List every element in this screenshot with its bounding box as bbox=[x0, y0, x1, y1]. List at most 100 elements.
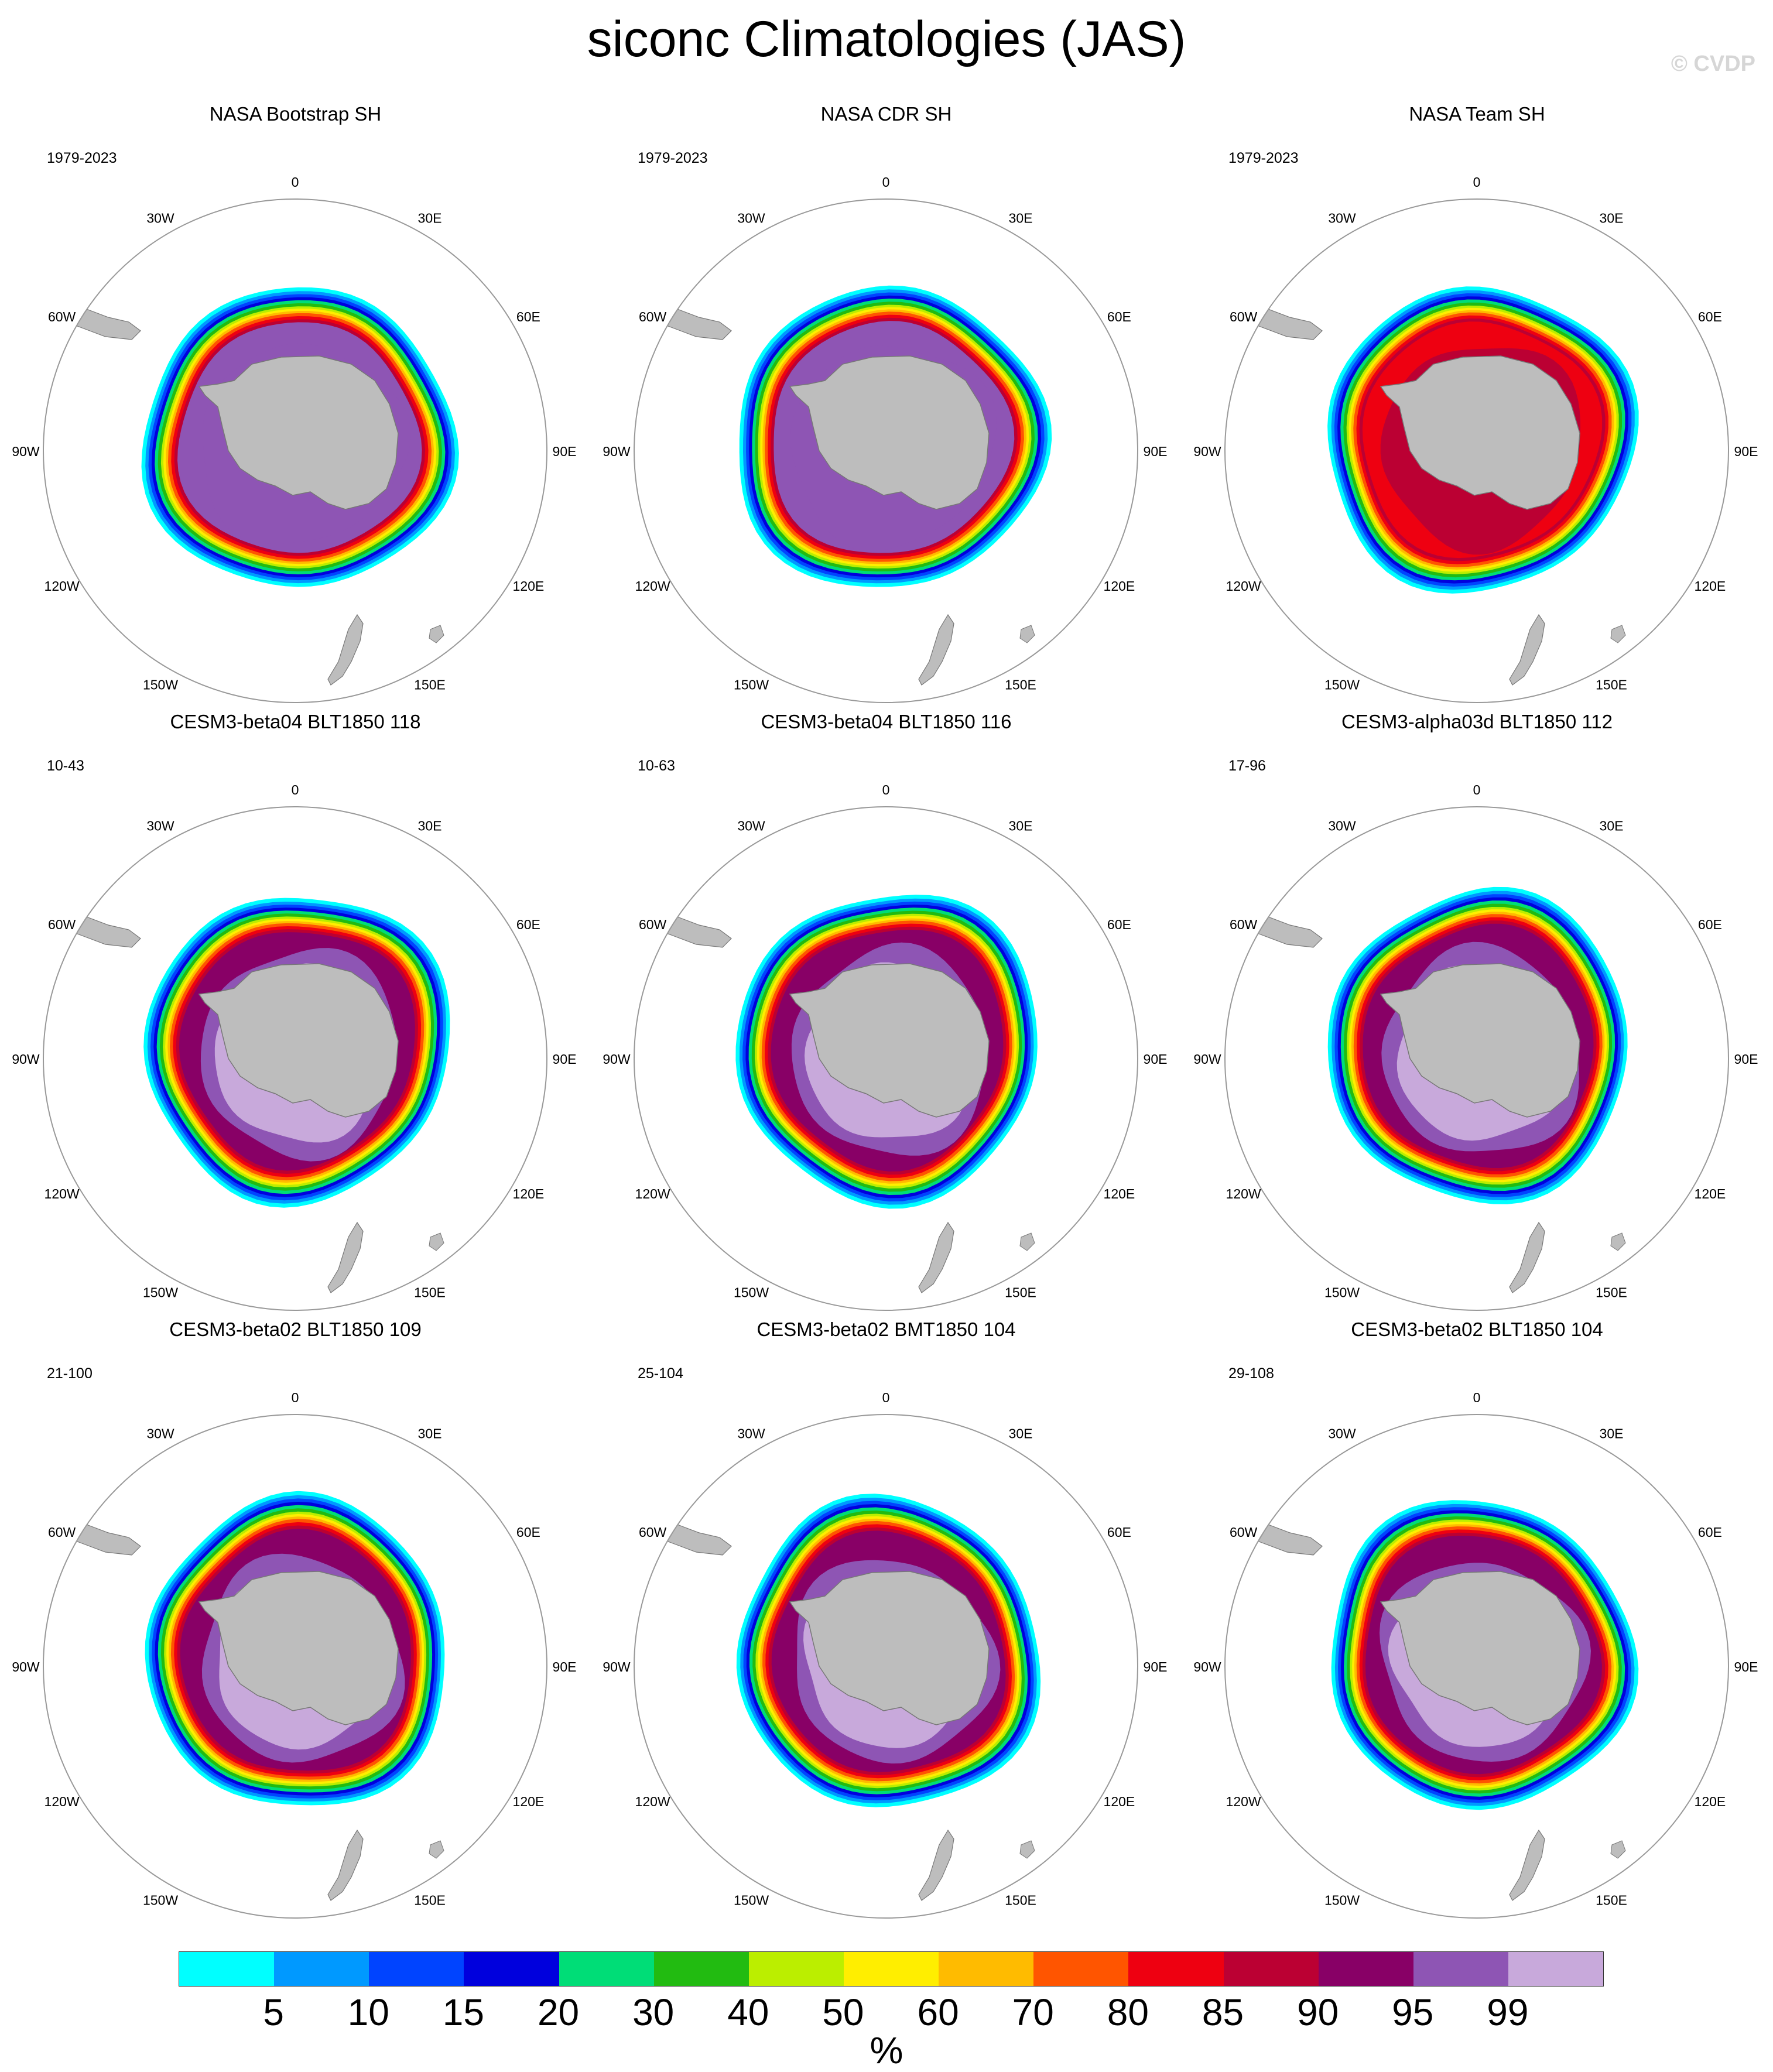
longitude-label: 90E bbox=[553, 1659, 577, 1674]
longitude-label: 90E bbox=[1734, 1659, 1758, 1674]
longitude-label: 60E bbox=[1698, 917, 1722, 932]
longitude-label: 30E bbox=[418, 1426, 442, 1441]
polar-map: 030E60E90E120E150E180150W120W90W60W30W bbox=[12, 1390, 577, 1919]
map-boundary-circle bbox=[634, 1414, 1138, 1919]
colorbar-label: 85 bbox=[1202, 1991, 1244, 2033]
panel-title: NASA Team SH bbox=[1409, 103, 1545, 125]
longitude-label: 120E bbox=[1104, 1186, 1135, 1201]
longitude-label: 0 bbox=[292, 782, 299, 797]
polar-map: 030E60E90E120E150E180150W120W90W60W30W bbox=[1193, 782, 1758, 1311]
longitude-label: 60W bbox=[639, 917, 667, 932]
tasmania-landmass bbox=[1019, 1232, 1035, 1251]
map-boundary-circle bbox=[634, 806, 1138, 1311]
longitude-label: 0 bbox=[1473, 782, 1481, 797]
longitude-label: 150W bbox=[1324, 1285, 1360, 1300]
new-zealand-landmass bbox=[1509, 1221, 1545, 1293]
colorbar-swatch bbox=[1318, 1952, 1413, 1986]
colorbar-label: 99 bbox=[1487, 1991, 1529, 2033]
longitude-label: 120E bbox=[1104, 1794, 1135, 1809]
sea-ice-field bbox=[43, 287, 459, 686]
longitude-label: 30W bbox=[146, 818, 174, 834]
polar-map: 030E60E90E120E150E180150W120W90W60W30W bbox=[1193, 174, 1758, 703]
tasmania-landmass bbox=[1019, 625, 1035, 643]
longitude-label: 150W bbox=[734, 1892, 769, 1907]
longitude-label: 60W bbox=[1230, 1525, 1258, 1540]
longitude-label: 120W bbox=[1226, 1186, 1261, 1201]
figure-title: siconc Climatologies (JAS) bbox=[587, 11, 1186, 67]
longitude-label: 150E bbox=[414, 1892, 446, 1907]
longitude-label: 60E bbox=[516, 917, 540, 932]
polar-map: 030E60E90E120E150E180150W120W90W60W30W bbox=[12, 174, 577, 703]
longitude-label: 120W bbox=[1226, 1794, 1261, 1809]
longitude-label: 150W bbox=[734, 677, 769, 692]
colorbar-swatch bbox=[1128, 1952, 1224, 1986]
longitude-label: 90W bbox=[1193, 444, 1221, 459]
longitude-label: 90E bbox=[553, 444, 577, 459]
colorbar-swatch bbox=[559, 1952, 654, 1986]
polar-map: 030E60E90E120E150E180150W120W90W60W30W bbox=[603, 174, 1167, 703]
longitude-label: 120E bbox=[513, 578, 545, 594]
longitude-label: 90W bbox=[12, 1659, 40, 1674]
panel-title: CESM3-beta02 BMT1850 104 bbox=[757, 1318, 1016, 1340]
map-panel: CESM3-beta02 BLT1850 109 21-100 0 30E 60E 90E… bbox=[0, 1315, 591, 1923]
longitude-label: 60E bbox=[1107, 917, 1131, 932]
colorbar-swatch bbox=[369, 1952, 464, 1986]
tasmania-landmass bbox=[1019, 1840, 1035, 1859]
antarctica-landmass bbox=[1380, 963, 1580, 1118]
colorbar-swatch bbox=[653, 1952, 749, 1986]
longitude-label: 90W bbox=[1193, 1659, 1221, 1674]
longitude-label: 120E bbox=[1695, 1186, 1726, 1201]
longitude-label: 150E bbox=[1005, 677, 1036, 692]
colorbar-labels: 5 10 15 20 30 40 50 60 70 80 85 90 95 99 bbox=[179, 1991, 1603, 2037]
antarctica-landmass bbox=[789, 355, 990, 510]
longitude-label: 120E bbox=[513, 1794, 545, 1809]
longitude-label: 90W bbox=[12, 1052, 40, 1067]
panel-years: 1979-2023 bbox=[1228, 150, 1299, 166]
tasmania-landmass bbox=[1610, 1232, 1626, 1251]
new-zealand-landmass bbox=[1509, 1829, 1545, 1901]
longitude-label: 30W bbox=[737, 1426, 765, 1441]
panel-title: CESM3-beta02 BLT1850 104 bbox=[1351, 1318, 1603, 1340]
antarctica-landmass bbox=[198, 963, 399, 1118]
longitude-label: 60E bbox=[1107, 309, 1131, 324]
colorbar-swatch bbox=[274, 1952, 369, 1986]
sea-ice-field bbox=[43, 897, 450, 1293]
colorbar-swatch bbox=[939, 1952, 1034, 1986]
map-panel: NASA Team SH 1979-2023 0 30E 60E 90E 120E 150E 1… bbox=[1182, 100, 1772, 707]
cvdp-watermark: © CVDP bbox=[1671, 52, 1755, 76]
panel-title: NASA Bootstrap SH bbox=[209, 103, 382, 125]
sea-ice-field bbox=[1225, 286, 1639, 686]
longitude-label: 120E bbox=[1104, 578, 1135, 594]
longitude-label: 120E bbox=[1695, 578, 1726, 594]
longitude-label: 60W bbox=[1230, 309, 1258, 324]
panel-title: CESM3-beta04 BLT1850 118 bbox=[170, 711, 421, 732]
longitude-label: 60W bbox=[48, 309, 76, 324]
longitude-label: 120W bbox=[45, 578, 80, 594]
colorbar-swatch bbox=[179, 1952, 275, 1986]
colorbar-label: 20 bbox=[537, 1991, 580, 2033]
longitude-label: 60W bbox=[48, 1525, 76, 1540]
panel-title: CESM3-alpha03d BLT1850 112 bbox=[1341, 711, 1613, 732]
polar-map: 030E60E90E120E150E180150W120W90W60W30W bbox=[603, 782, 1167, 1311]
longitude-label: 90W bbox=[1193, 1052, 1221, 1067]
longitude-label: 120E bbox=[513, 1186, 545, 1201]
longitude-label: 30E bbox=[1009, 211, 1033, 226]
panel-title: CESM3-beta04 BLT1850 116 bbox=[761, 711, 1012, 732]
polar-map: 030E60E90E120E150E180150W120W90W60W30W bbox=[603, 1390, 1167, 1919]
colorbar-label: 10 bbox=[347, 1991, 389, 2033]
antarctica-landmass bbox=[1380, 355, 1580, 510]
longitude-label: 150E bbox=[1596, 1285, 1627, 1300]
longitude-label: 0 bbox=[1473, 174, 1481, 190]
colorbar-label: 70 bbox=[1012, 1991, 1054, 2033]
sea-ice-field bbox=[43, 1491, 445, 1901]
colorbar-label: 30 bbox=[632, 1991, 675, 2033]
sea-ice-field bbox=[1225, 1500, 1639, 1901]
longitude-label: 30E bbox=[418, 818, 442, 834]
tasmania-landmass bbox=[1610, 625, 1626, 643]
longitude-label: 150W bbox=[143, 677, 178, 692]
longitude-label: 60W bbox=[48, 917, 76, 932]
longitude-label: 120W bbox=[1226, 578, 1261, 594]
panel-title: NASA CDR SH bbox=[820, 103, 952, 125]
new-zealand-landmass bbox=[1509, 614, 1545, 686]
longitude-label: 150E bbox=[1596, 677, 1627, 692]
